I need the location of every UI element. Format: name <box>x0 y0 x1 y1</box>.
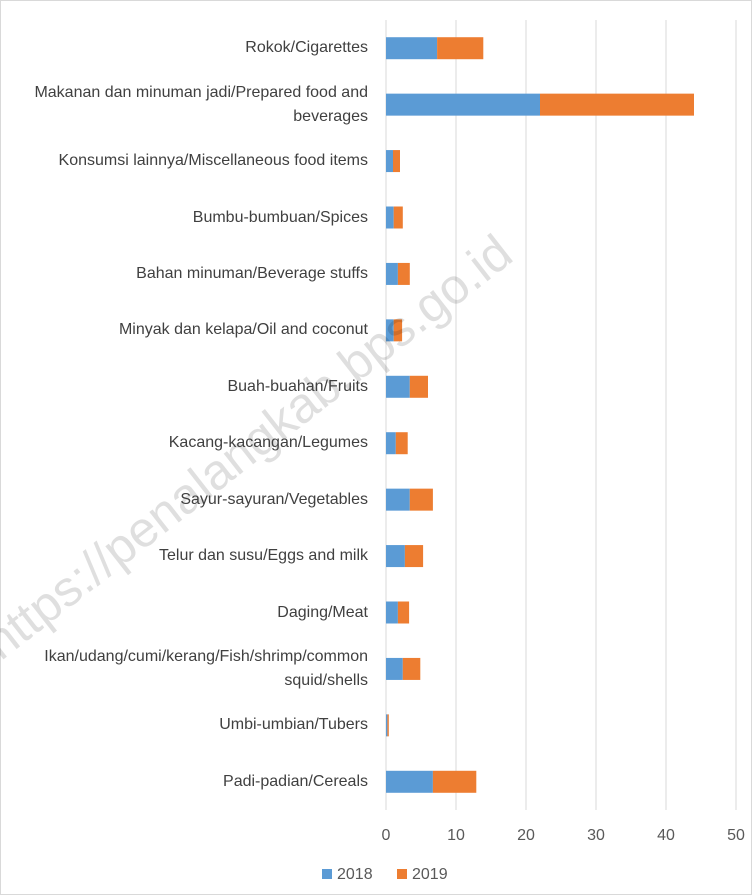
category-label: Buah-buahan/Fruits <box>227 377 368 395</box>
bar-segment <box>386 319 394 342</box>
legend-swatch <box>322 869 332 879</box>
bar-segment <box>437 37 484 60</box>
category-label: Ikan/udang/cumi/kerang/Fish/shrimp/commo… <box>44 647 368 689</box>
bar-segment <box>386 657 403 680</box>
category-label: Bumbu-bumbuan/Spices <box>192 208 368 226</box>
x-tick-label: 20 <box>517 827 535 844</box>
category-label: Umbi-umbian/Tubers <box>219 716 368 734</box>
bar-segment <box>432 770 477 793</box>
category-label: Sayur-sayuran/Vegetables <box>180 490 368 508</box>
bar-segment <box>402 657 421 680</box>
bar-segment <box>404 545 424 568</box>
category-label: Bahan minuman/Beverage stuffs <box>136 264 368 282</box>
bar-segment <box>387 714 389 737</box>
bar-segment <box>393 150 400 173</box>
bar-segment <box>397 601 410 624</box>
category-label: Minyak dan kelapa/Oil and coconut <box>118 321 368 339</box>
bar-segment <box>386 601 398 624</box>
bar-segment <box>386 37 438 60</box>
legend-label: 2018 <box>337 866 373 883</box>
x-tick-label: 30 <box>587 827 605 844</box>
category-label: Konsumsi lainnya/Miscellaneous food item… <box>58 152 368 170</box>
x-tick-label: 0 <box>382 827 391 844</box>
bar-segment <box>409 488 433 511</box>
bar-segment <box>386 262 398 285</box>
category-label: Padi-padian/Cereals <box>223 772 368 790</box>
bar-segment <box>386 93 540 116</box>
bar-segment <box>386 488 410 511</box>
bar-segment <box>393 319 403 342</box>
x-tick-label: 50 <box>727 827 745 844</box>
bar-segment <box>386 375 410 398</box>
bar-segment <box>540 93 694 116</box>
category-label: Daging/Meat <box>277 603 368 621</box>
bar-segment <box>393 206 403 229</box>
category-label: Telur dan susu/Eggs and milk <box>159 547 368 565</box>
category-label: Kacang-kacangan/Legumes <box>168 434 368 452</box>
category-label: Makanan dan minuman jadi/Prepared food a… <box>34 83 368 125</box>
bar-segment <box>386 770 433 793</box>
bar-segment <box>386 714 388 737</box>
bar-segment <box>395 432 408 455</box>
bar-segment <box>409 375 428 398</box>
bar-segment <box>386 545 405 568</box>
legend-label: 2019 <box>412 866 448 883</box>
bar-segment <box>397 262 410 285</box>
x-tick-label: 40 <box>657 827 675 844</box>
bar-segment <box>386 150 393 173</box>
category-label: Rokok/Cigarettes <box>245 39 368 57</box>
bar-segment <box>386 432 396 455</box>
x-tick-label: 10 <box>447 827 465 844</box>
legend-swatch <box>397 869 407 879</box>
bar-segment <box>386 206 394 229</box>
